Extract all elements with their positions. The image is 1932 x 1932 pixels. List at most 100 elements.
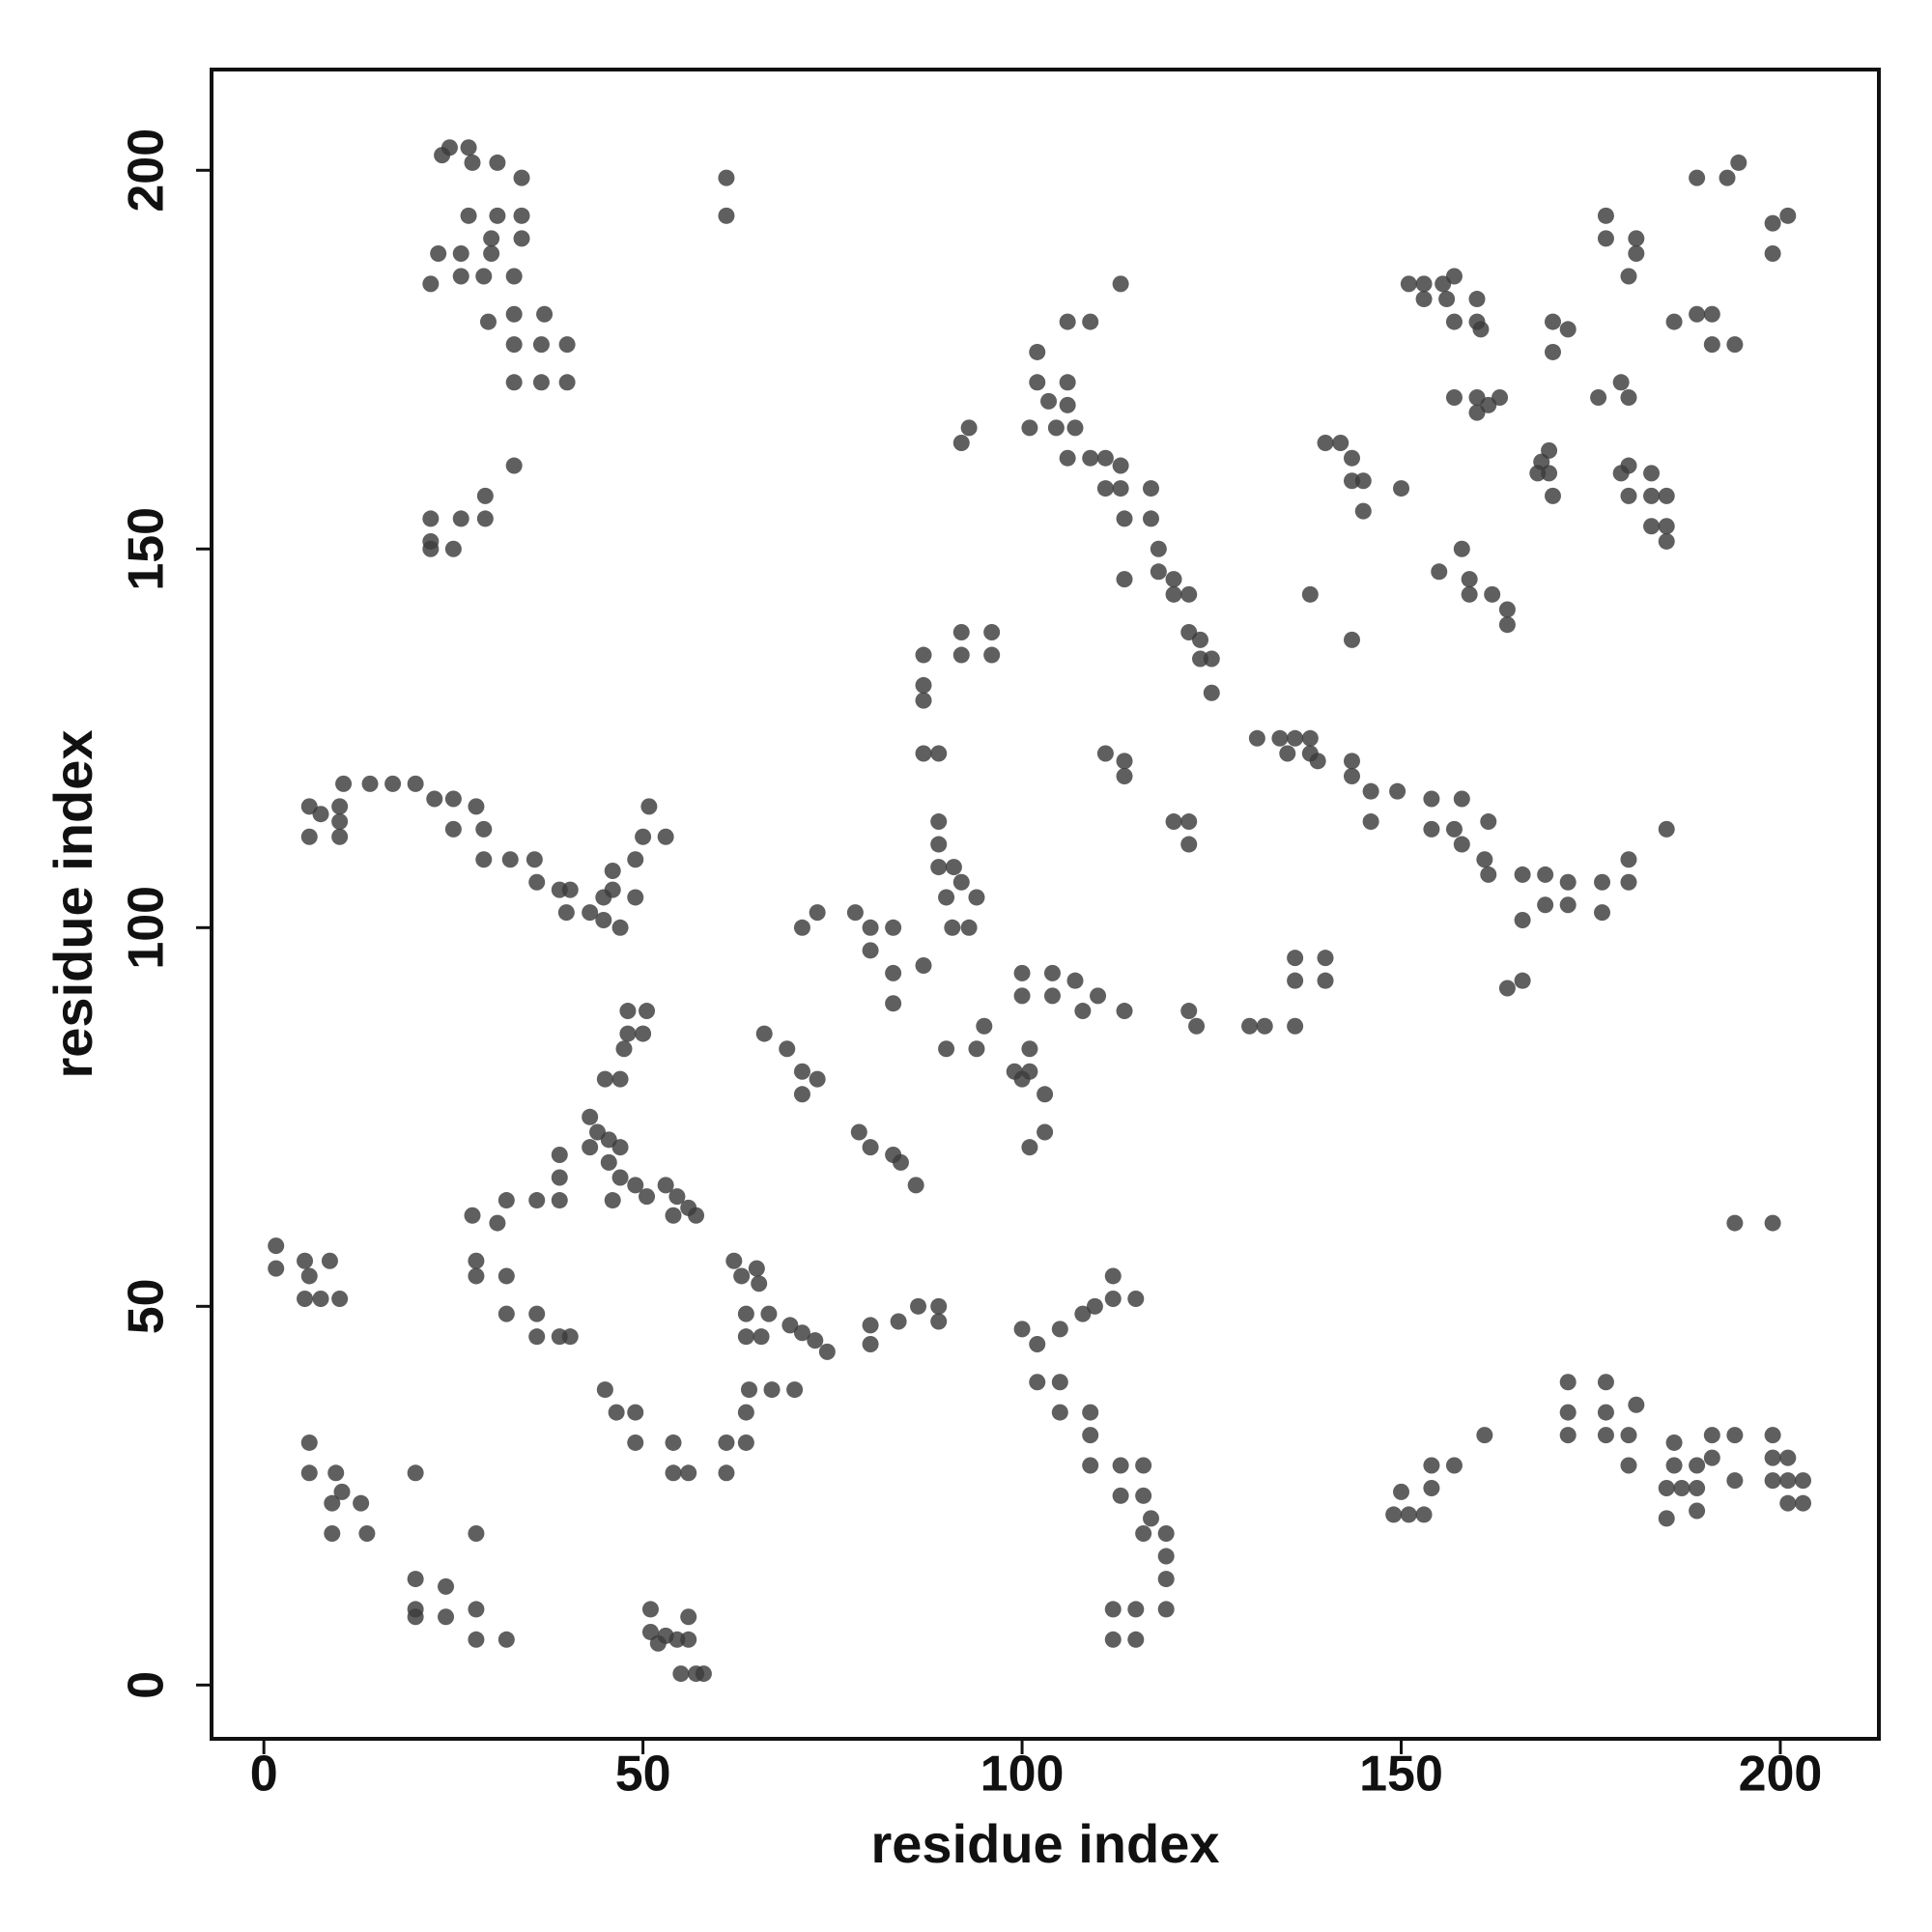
point	[331, 798, 349, 815]
point	[1343, 472, 1360, 490]
point	[528, 1192, 546, 1209]
point	[627, 851, 644, 868]
point	[1393, 480, 1410, 497]
point	[528, 1305, 546, 1322]
point	[1013, 1321, 1031, 1338]
point	[532, 336, 550, 354]
point	[1703, 305, 1720, 323]
point	[501, 851, 519, 868]
point	[1620, 851, 1637, 868]
point	[619, 1003, 637, 1020]
x-tick-label: 100	[980, 1747, 1065, 1803]
point	[737, 1305, 754, 1322]
point	[1415, 275, 1433, 293]
point	[324, 1494, 341, 1512]
point	[1127, 1290, 1145, 1307]
point	[476, 510, 494, 527]
point	[1559, 1404, 1577, 1421]
point	[1726, 1472, 1744, 1490]
point	[1620, 1457, 1637, 1474]
point	[1013, 1070, 1031, 1088]
point	[595, 911, 612, 928]
point	[1643, 518, 1661, 535]
point	[596, 1070, 613, 1088]
point	[1559, 1374, 1577, 1391]
point	[983, 646, 1001, 664]
point	[672, 1665, 690, 1683]
point	[479, 313, 497, 330]
point	[489, 207, 506, 224]
point	[331, 828, 349, 845]
point	[1726, 1427, 1744, 1444]
point	[1764, 214, 1781, 232]
point	[358, 1525, 376, 1543]
point	[718, 1434, 735, 1451]
point	[1423, 1479, 1440, 1496]
point	[422, 532, 440, 550]
point	[1544, 313, 1561, 330]
point	[1116, 510, 1133, 527]
point	[438, 1608, 455, 1626]
point	[641, 1601, 659, 1618]
point	[1597, 1374, 1614, 1391]
point	[639, 1003, 656, 1020]
point	[1343, 767, 1360, 784]
point	[809, 904, 826, 922]
point	[1480, 813, 1497, 831]
point	[1620, 268, 1637, 285]
point	[1673, 1479, 1690, 1496]
point	[1689, 1479, 1706, 1496]
point	[475, 820, 493, 838]
point	[930, 745, 948, 762]
point	[1112, 480, 1129, 497]
point	[1104, 1601, 1122, 1618]
point	[483, 230, 500, 247]
point	[968, 889, 985, 906]
point	[1116, 753, 1133, 770]
point	[1423, 790, 1440, 808]
point	[1203, 684, 1220, 701]
point	[604, 863, 621, 880]
point	[725, 1252, 743, 1269]
point	[635, 828, 652, 845]
point	[1287, 972, 1304, 989]
point	[1779, 207, 1797, 224]
point	[1597, 1427, 1614, 1444]
point	[1620, 457, 1637, 474]
point	[426, 790, 443, 808]
point	[1343, 449, 1360, 467]
point	[497, 1267, 515, 1285]
point	[915, 676, 932, 694]
point	[1096, 449, 1114, 467]
point	[1658, 1510, 1675, 1527]
point	[297, 1252, 314, 1269]
point	[807, 1332, 824, 1350]
point	[460, 207, 477, 224]
point	[657, 1177, 674, 1194]
point	[611, 919, 629, 936]
point	[1309, 753, 1326, 770]
point	[1090, 987, 1107, 1005]
point	[513, 169, 530, 186]
point	[321, 1252, 338, 1269]
point	[438, 1577, 455, 1595]
point	[331, 1290, 349, 1307]
point	[1362, 813, 1379, 831]
point	[640, 798, 658, 815]
point	[960, 419, 978, 437]
point	[1127, 1601, 1145, 1618]
point	[1628, 245, 1645, 263]
point	[452, 510, 469, 527]
point	[1180, 813, 1198, 831]
point	[561, 1328, 579, 1346]
point	[1726, 336, 1744, 354]
point	[1476, 851, 1493, 868]
point	[1594, 873, 1611, 891]
point	[1612, 374, 1630, 391]
point	[665, 1434, 682, 1451]
point	[1051, 1374, 1068, 1391]
point	[1658, 532, 1675, 550]
point	[468, 1252, 485, 1269]
point	[611, 1169, 629, 1186]
point	[1689, 1457, 1706, 1474]
